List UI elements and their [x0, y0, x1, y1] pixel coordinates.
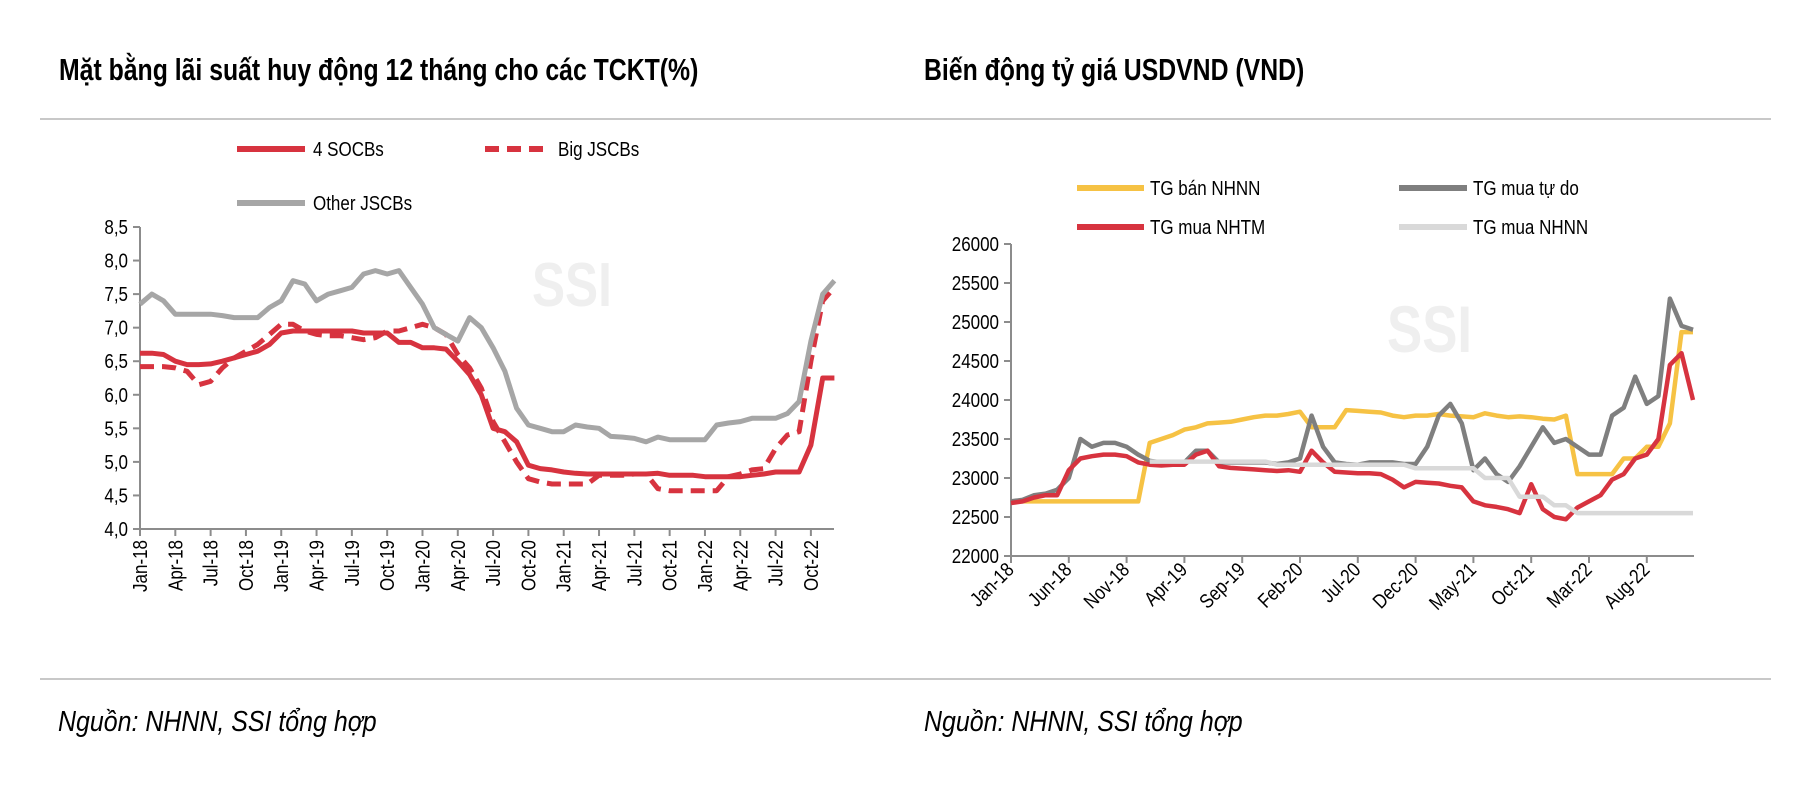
x-tick-label: Jan-21 — [552, 540, 575, 592]
y-tick-label: 7,5 — [104, 283, 128, 306]
left-source-note: Nguồn: NHNN, SSI tổng hợp — [58, 706, 377, 738]
legend-label: 4 SOCBs — [313, 138, 384, 161]
x-tick-label: Apr-18 — [164, 540, 187, 591]
x-tick-label: Jan-20 — [411, 540, 434, 592]
y-tick-label: 5,5 — [104, 417, 128, 440]
series-line-tg-mua-nhtm — [1010, 350, 1696, 522]
left-chart-title: Mặt bằng lãi suất huy động 12 tháng cho … — [59, 52, 699, 87]
y-tick-label: 6,5 — [104, 350, 128, 373]
x-tick-label: Jul-21 — [623, 540, 646, 586]
y-tick-label: 8,5 — [104, 216, 128, 239]
x-tick-label: Apr-19 — [305, 540, 328, 591]
right-chart-title: Biến động tỷ giá USDVND (VND) — [924, 52, 1305, 87]
legend-label: TG mua tự do — [1473, 177, 1579, 200]
left-bottom-divider — [40, 678, 907, 680]
x-tick-label: Jan-19 — [270, 540, 293, 592]
y-tick-label: 25000 — [952, 311, 999, 334]
y-tick-label: 4,5 — [104, 484, 128, 507]
watermark-logo: SSI — [1387, 292, 1472, 366]
x-tick-label: Apr-19 — [1139, 558, 1191, 610]
exchange-rate-chart: SSI 22000 22500 23000 23500 24000 24500 25000 25… — [952, 177, 1696, 614]
y-tick-label: 6,0 — [104, 383, 128, 406]
x-tick-label: Feb-20 — [1253, 558, 1307, 612]
y-tick-label: 24000 — [952, 389, 999, 412]
series-line-tg-mua-nhnn — [1149, 459, 1693, 516]
x-tick-label: Jul-19 — [341, 540, 364, 586]
watermark-logo: SSI — [532, 250, 612, 320]
x-tick-label: Nov-18 — [1079, 558, 1134, 613]
x-tick-label: Jul-20 — [1316, 558, 1365, 607]
legend-label: TG mua NHTM — [1150, 216, 1265, 239]
x-tick-label: Oct-21 — [1486, 558, 1538, 610]
right-source-note: Nguồn: NHNN, SSI tổng hợp — [924, 706, 1243, 738]
y-tick-label: 25500 — [952, 272, 999, 295]
x-tick-label: Jul-18 — [199, 540, 222, 586]
series-line-other-jscbs — [138, 268, 837, 445]
y-tick-label: 23500 — [952, 428, 999, 451]
legend-label: Big JSCBs — [558, 138, 639, 161]
x-tick-label: Dec-20 — [1368, 558, 1423, 613]
x-tick-label: Aug-22 — [1599, 558, 1654, 613]
x-tick-label: Mar-22 — [1542, 558, 1596, 612]
x-tick-label: Oct-20 — [517, 540, 540, 591]
y-tick-label: 24500 — [952, 350, 999, 373]
series-line-big-jscbs — [140, 285, 837, 494]
y-tick-label: 22500 — [952, 506, 999, 529]
x-tick-label: Oct-18 — [235, 540, 258, 591]
y-tick-label: 23000 — [952, 467, 999, 490]
series-line-tg-b-n-nhnn — [1011, 329, 1693, 504]
interest-rate-chart: SSI 4,0 4,5 5,0 5,5 6,0 6,5 7,0 7,5 8,0 8,5 Jan-18 A… — [104, 138, 837, 592]
x-tick-label: Oct-19 — [376, 540, 399, 591]
y-tick-label: 8,0 — [104, 249, 128, 272]
x-tick-label: May-21 — [1424, 558, 1480, 614]
x-tick-label: Oct-21 — [658, 540, 681, 591]
x-tick-label: Jan-18 — [129, 540, 152, 592]
y-tick-label: 7,0 — [104, 316, 128, 339]
x-tick-label: Apr-20 — [446, 540, 469, 591]
x-tick-label: Apr-21 — [588, 540, 611, 591]
legend-label: TG bán NHNN — [1150, 177, 1260, 200]
y-tick-label: 22000 — [952, 545, 999, 568]
legend-label: Other JSCBs — [313, 192, 412, 215]
y-tick-label: 4,0 — [104, 518, 128, 541]
x-tick-label: Oct-22 — [800, 540, 823, 591]
x-tick-label: Sep-19 — [1195, 558, 1250, 613]
y-tick-label: 5,0 — [104, 451, 128, 474]
legend-label: TG mua NHNN — [1473, 216, 1588, 239]
right-top-divider — [907, 118, 1771, 120]
x-tick-label: Apr-22 — [729, 540, 752, 591]
x-tick-label: Jul-22 — [764, 540, 787, 586]
right-bottom-divider — [907, 678, 1771, 680]
x-tick-label: Jun-18 — [1023, 558, 1076, 611]
left-top-divider — [40, 118, 907, 120]
x-tick-label: Jan-22 — [694, 540, 717, 592]
x-tick-label: Jul-20 — [482, 540, 505, 586]
y-tick-label: 26000 — [952, 233, 999, 256]
